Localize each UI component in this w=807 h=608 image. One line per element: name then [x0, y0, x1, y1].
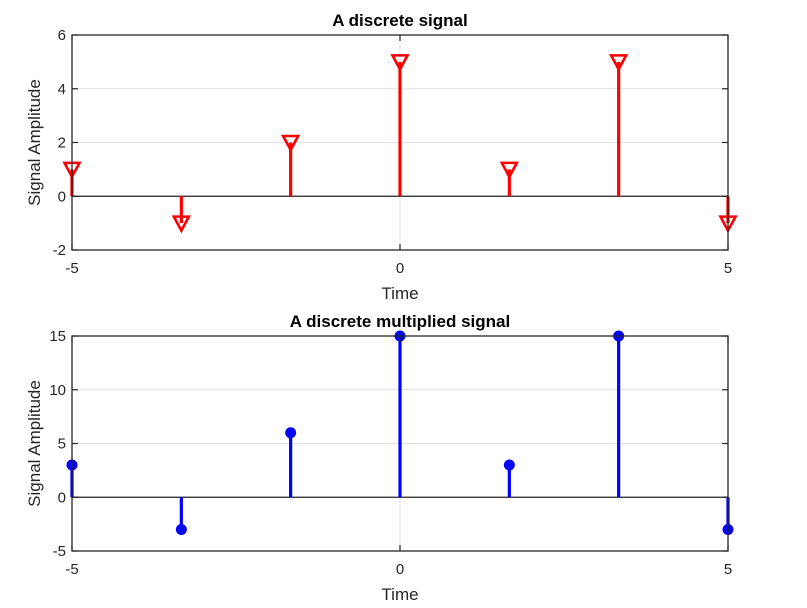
- y-tick-label: -2: [53, 242, 66, 259]
- stem-point: [280, 134, 301, 197]
- y-tick-label: 0: [58, 489, 66, 506]
- y-axis-label: Signal Amplitude: [25, 380, 44, 507]
- y-tick-label: 15: [49, 328, 66, 345]
- chart-panel-2: -5 0 5 10 15 -5 0 5 A discrete multiplied signal…: [25, 312, 734, 604]
- chart-title: A discrete signal: [332, 11, 467, 30]
- chart-panel-1: -2 0 2 4 6 -5 0 5 A discrete signal Time Signal Am…: [25, 11, 738, 303]
- y-tick-label: 6: [58, 27, 66, 44]
- stem-point: [608, 54, 629, 197]
- x-axis-label: Time: [381, 585, 418, 604]
- stem-point: [499, 161, 520, 197]
- x-tick-label: -5: [65, 561, 78, 578]
- y-tick-label: 4: [58, 81, 66, 98]
- x-axis-label: Time: [381, 284, 418, 303]
- y-tick-label: 0: [58, 188, 66, 205]
- triangle-marker: [390, 54, 410, 73]
- circle-marker: [503, 459, 515, 471]
- triangle-marker: [499, 161, 520, 180]
- triangle-marker: [608, 54, 629, 73]
- x-tick-label: 5: [724, 561, 732, 578]
- stem-point: [171, 196, 192, 234]
- y-tick-label: 10: [49, 382, 66, 399]
- y-tick-label: -5: [53, 543, 66, 560]
- y-tick-label: 5: [58, 436, 66, 453]
- stem-point: [390, 54, 410, 197]
- y-axis-label: Signal Amplitude: [25, 79, 44, 206]
- stem-point: [503, 459, 515, 498]
- x-tick-label: 5: [724, 260, 732, 277]
- x-tick-label: 0: [396, 561, 404, 578]
- x-tick-label: 0: [396, 260, 404, 277]
- stem-point: [175, 497, 187, 535]
- circle-marker: [285, 427, 297, 439]
- circle-marker: [175, 524, 187, 535]
- chart-title: A discrete multiplied signal: [290, 312, 510, 331]
- y-tick-label: 2: [58, 135, 66, 152]
- triangle-marker: [280, 134, 301, 153]
- triangle-marker: [171, 215, 192, 234]
- x-tick-label: -5: [65, 260, 78, 277]
- stem-point: [285, 427, 297, 498]
